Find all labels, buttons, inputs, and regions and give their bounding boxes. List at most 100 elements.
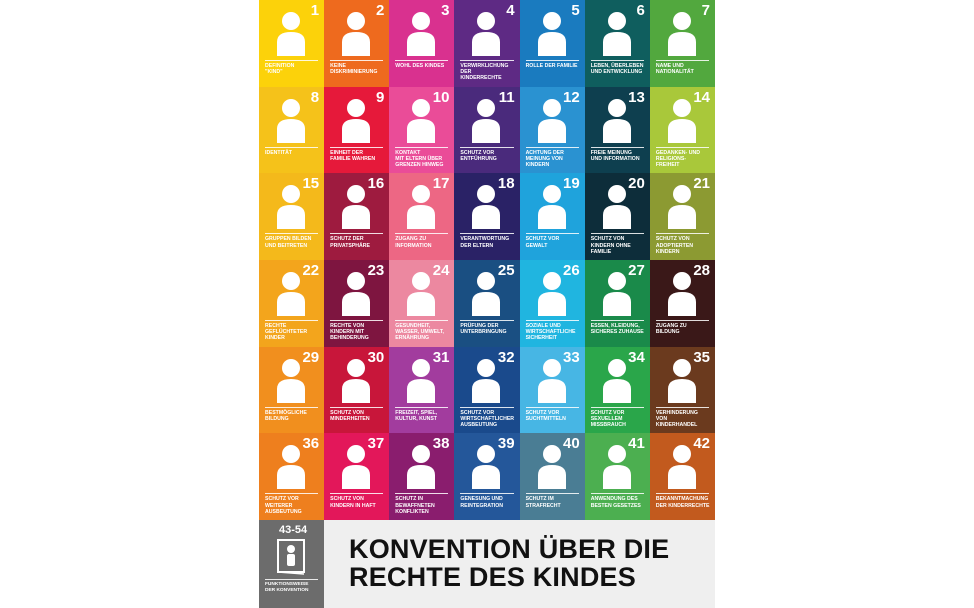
wheelchair-icon bbox=[342, 271, 371, 316]
divider bbox=[525, 60, 579, 61]
article-number: 1 bbox=[310, 2, 320, 19]
prison-bars-icon bbox=[342, 445, 371, 490]
article-number: 37 bbox=[367, 435, 385, 453]
bandage-icon bbox=[472, 445, 501, 490]
article-label: Kontakt mit Eltern über Grenzen hinweg bbox=[395, 149, 444, 169]
article-tile-29: 29 Bestmögliche Bildung bbox=[259, 346, 325, 434]
article-number: 11 bbox=[498, 88, 515, 106]
divider bbox=[395, 493, 449, 495]
divider bbox=[265, 406, 319, 408]
article-number: 17 bbox=[432, 175, 450, 193]
divider bbox=[330, 319, 384, 321]
article-number: 6 bbox=[636, 2, 645, 19]
article-label: Schutz von Minderheiten bbox=[330, 409, 370, 422]
title-panel: KONVENTION ÜBER DIE RECHTE DES KINDES bbox=[324, 520, 715, 608]
article-tile-30: 30 Schutz von Minderheiten bbox=[324, 346, 390, 434]
article-number: 29 bbox=[302, 348, 320, 366]
article-number: 34 bbox=[628, 348, 645, 366]
divider bbox=[590, 146, 644, 148]
megaphone-icon bbox=[602, 98, 631, 143]
article-number: 26 bbox=[563, 261, 580, 279]
article-label: Rechte geflüchteter Kinder bbox=[265, 322, 308, 342]
article-tile-3: 3 Wohl des Kindes bbox=[389, 0, 455, 87]
divider bbox=[265, 60, 319, 61]
article-label: Verwirklichung der Kinderrechte bbox=[460, 63, 509, 82]
divider bbox=[460, 406, 514, 408]
article-tile-2: 2 Keine Diskriminierung bbox=[324, 0, 390, 87]
article-number: 25 bbox=[497, 261, 515, 279]
divider bbox=[655, 493, 709, 495]
article-tile-6: 6 Leben, Überleben und Entwicklung bbox=[584, 0, 650, 87]
article-tile-1: 1 Definition "Kind" bbox=[259, 0, 325, 87]
divider bbox=[525, 146, 579, 148]
article-label: Gruppen bilden und beitreten bbox=[265, 236, 312, 249]
article-label: Soziale und wirtschaftliche Sicherheit bbox=[525, 322, 576, 342]
article-tile-19: 19 Schutz vor Gewalt bbox=[519, 173, 585, 260]
article-label: Prüfung der Unterbringung bbox=[460, 322, 507, 336]
article-number: 24 bbox=[432, 261, 450, 279]
divider bbox=[395, 233, 449, 235]
divider bbox=[655, 60, 709, 61]
divider bbox=[460, 319, 514, 321]
article-tile-36: 36 Schutz vor weiterer Ausbeutung bbox=[259, 433, 325, 520]
article-tile-8: 8 Identität bbox=[259, 86, 325, 174]
shield-family-icon bbox=[277, 445, 305, 490]
article-tile-43-54: 43-54 Funktionsweise der Konvention bbox=[259, 520, 324, 608]
divider bbox=[265, 146, 319, 148]
article-number: 10 bbox=[432, 88, 450, 106]
article-label: Schutz vor Suchtmitteln bbox=[525, 409, 566, 422]
article-number: 14 bbox=[693, 88, 710, 106]
article-number: 38 bbox=[432, 435, 450, 453]
divider bbox=[655, 319, 709, 321]
article-label: Wohl des Kindes bbox=[395, 63, 445, 69]
divider bbox=[590, 493, 644, 495]
article-tile-14: 14 Gedanken- und Religions- freiheit bbox=[649, 86, 715, 174]
books-icon bbox=[667, 271, 696, 316]
article-label: Rechte von Kindern mit Behinderung bbox=[330, 322, 369, 342]
article-tile-18: 18 Verantwortung der Eltern bbox=[454, 173, 520, 260]
article-tile-16: 16 Schutz der Privatsphäre bbox=[324, 173, 390, 260]
article-label: Rolle der Familie bbox=[525, 63, 578, 69]
heart-child-icon bbox=[602, 12, 631, 56]
podium-scales-icon bbox=[602, 445, 631, 490]
article-tile-40: 40 Schutz im Strafrecht bbox=[519, 433, 585, 520]
article-number: 21 bbox=[693, 175, 710, 193]
article-tile-41: 41 Anwendung des besten Gesetzes bbox=[584, 433, 650, 520]
article-label: Achtung der Meinung von Kindern bbox=[525, 149, 564, 169]
article-label: Schutz von adoptierten Kindern bbox=[655, 236, 694, 255]
family-unity-icon bbox=[342, 98, 371, 143]
divider bbox=[525, 233, 579, 235]
article-number: 40 bbox=[563, 435, 580, 453]
divider bbox=[330, 406, 384, 408]
article-number: 5 bbox=[571, 2, 580, 19]
article-tile-5: 5 Rolle der Familie bbox=[519, 0, 585, 87]
divider bbox=[525, 406, 579, 408]
article-label: Schutz von Kindern in Haft bbox=[330, 496, 376, 509]
book-child-icon bbox=[277, 539, 305, 575]
fleeing-child-icon bbox=[277, 271, 305, 316]
family-house-icon bbox=[537, 12, 566, 56]
thinking-child-icon bbox=[277, 358, 305, 403]
article-tile-32: 32 Schutz vor wirtschaftlicher Ausbeutung bbox=[454, 346, 520, 434]
article-number: 27 bbox=[628, 261, 645, 279]
article-number: 12 bbox=[563, 88, 580, 106]
divider bbox=[460, 493, 514, 495]
poster-footer: 43-54 Funktionsweise der Konvention KONV… bbox=[259, 520, 715, 608]
article-number: 8 bbox=[310, 88, 320, 106]
article-tile-11: 11 Schutz vor Entführung bbox=[454, 86, 520, 174]
divider bbox=[395, 406, 449, 408]
article-tile-24: 24 Gesundheit, Wasser, Umwelt, Ernährung bbox=[389, 259, 455, 347]
music-play-icon bbox=[407, 358, 436, 403]
article-label: Schutz im Strafrecht bbox=[525, 496, 561, 509]
articles-grid: 1 Definition "Kind" 2 Keine Diskriminierung… bbox=[259, 0, 715, 520]
article-tile-7: 7 Name und Nationalität bbox=[649, 0, 715, 87]
article-label: Schutz vor Gewalt bbox=[525, 236, 560, 249]
poster-title: KONVENTION ÜBER DIE RECHTE DES KINDES bbox=[349, 534, 670, 592]
article-label: Verhinderung von Kinderhandel bbox=[655, 409, 698, 429]
article-tile-4: 4 Verwirklichung der Kinderrechte bbox=[454, 0, 520, 87]
article-number: 33 bbox=[563, 348, 580, 366]
article-label: Zugang zu Bildung bbox=[655, 322, 687, 336]
article-number: 15 bbox=[302, 175, 320, 193]
article-label: Gesundheit, Wasser, Umwelt, Ernährung bbox=[395, 322, 444, 342]
article-tile-35: 35 Verhinderung von Kinderhandel bbox=[649, 346, 715, 434]
